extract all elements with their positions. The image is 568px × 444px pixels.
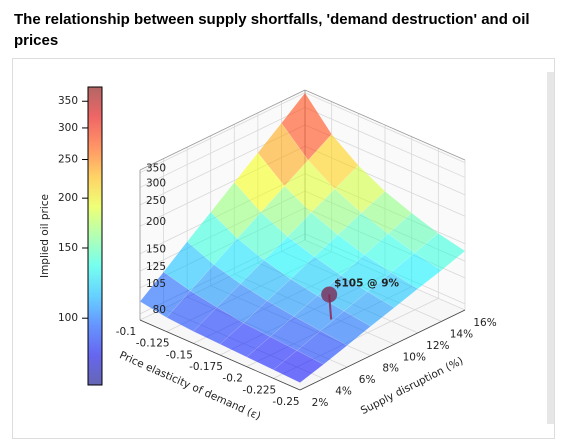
y-tick-label: -0.1 [116,326,137,338]
y-tick-label: -0.2 [222,373,243,385]
colorbar-tick-label: 200 [58,192,78,204]
plot-frame [12,58,555,439]
axis-edge [299,309,466,391]
colorbar-tick-label: 100 [58,312,78,324]
z-tick-label: 200 [146,216,166,228]
z-tick-label: 350 [146,163,166,175]
surface-cell [343,291,395,327]
colorbar-label: Implied oil price [39,194,51,278]
colorbar [87,86,103,386]
z-tick-label: 250 [146,195,166,207]
z-tick-label: 150 [146,244,166,256]
x-tick-label: 12% [426,340,449,352]
colorbar-tick-label: 300 [58,122,78,134]
y-tick-label: -0.225 [242,384,276,396]
x-tick-label: 14% [450,328,473,340]
y-tick-label: -0.25 [272,396,299,408]
grid-line [139,92,306,174]
y-tick-label: -0.175 [189,361,223,373]
x-tick-label: 2% [312,397,329,409]
grid-line [139,107,306,188]
x-tick-label: 16% [473,317,496,329]
x-tick-label: 10% [403,351,426,363]
grid-line [304,107,466,178]
x-tick-label: 8% [382,363,399,375]
grid-line [304,92,466,164]
annotation-point [321,286,338,303]
z-tick-label: 125 [146,261,166,273]
chart-title: The relationship between supply shortfal… [14,11,530,49]
surface-cell [272,350,325,383]
surface-cell [414,233,466,271]
colorbar-tick-label: 250 [58,154,78,166]
colorbar-tick-label: 350 [58,95,78,107]
surface-cell [390,252,442,290]
axis-edge [139,319,301,391]
z-tick-label: 80 [153,304,166,316]
z-tick-label: 105 [146,278,166,290]
colorbar-tick-label: 150 [58,242,78,254]
y-tick-label: -0.125 [136,338,170,350]
scrollbar [547,72,554,424]
annotation-text: $105 @ 9% [334,277,399,289]
axis-edge [139,89,306,171]
y-tick-label: -0.15 [166,349,193,361]
x-tick-label: 6% [359,374,376,386]
x-tick-label: 4% [335,386,352,398]
z-tick-label: 300 [146,177,166,189]
axis-edge [304,89,466,161]
